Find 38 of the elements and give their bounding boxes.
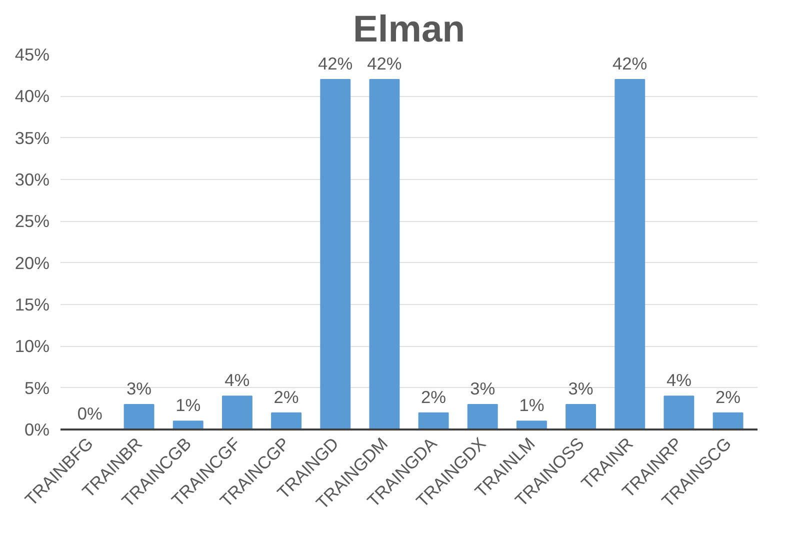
bar <box>172 420 204 430</box>
y-tick-label: 20% <box>14 252 50 273</box>
bar <box>222 396 252 430</box>
bar <box>467 404 498 430</box>
bar <box>566 404 596 430</box>
bar <box>320 79 351 430</box>
y-tick-label: 25% <box>14 211 50 232</box>
y-tick-label: 45% <box>14 44 50 64</box>
data-label: 1% <box>519 395 544 416</box>
data-label: 2% <box>274 386 299 407</box>
y-tick-label: 10% <box>14 336 50 356</box>
data-label: 2% <box>716 386 741 407</box>
data-label: 42% <box>318 54 353 74</box>
data-label: 3% <box>126 378 152 398</box>
bar <box>124 404 154 430</box>
bar <box>271 412 302 430</box>
y-tick-label: 40% <box>14 86 50 106</box>
chart-title: Elman <box>352 8 466 50</box>
data-label: 1% <box>176 395 201 416</box>
data-label: 42% <box>367 54 402 74</box>
y-tick-label: 30% <box>14 170 50 190</box>
data-label: 3% <box>470 378 496 398</box>
bar <box>614 79 646 430</box>
bar <box>712 412 744 430</box>
y-tick-label: 15% <box>14 294 50 314</box>
data-label: 4% <box>224 370 250 390</box>
data-label: 3% <box>568 378 594 398</box>
data-label: 2% <box>421 386 446 407</box>
data-label: 42% <box>612 54 648 74</box>
bar <box>516 420 547 430</box>
bar <box>664 396 694 430</box>
data-label: 0% <box>77 404 102 424</box>
data-label: 4% <box>666 370 692 390</box>
y-tick-label: 0% <box>24 420 50 440</box>
bar <box>369 79 400 430</box>
y-tick-label: 5% <box>24 378 50 398</box>
y-tick-label: 35% <box>14 128 50 148</box>
bar <box>418 412 449 430</box>
